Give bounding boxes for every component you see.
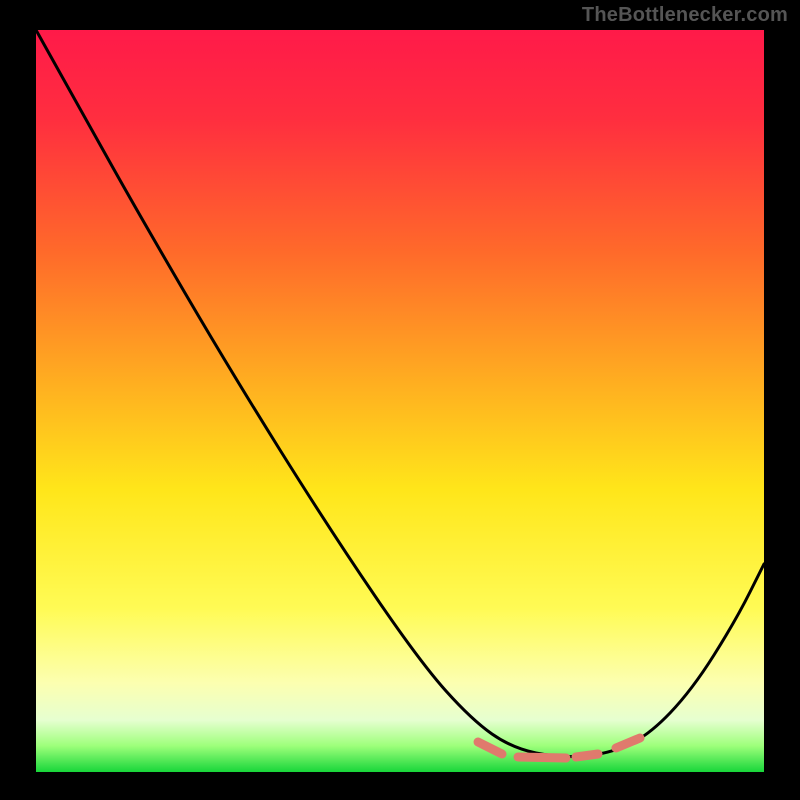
bottleneck-chart	[0, 0, 800, 800]
plot-background	[36, 30, 764, 772]
chart-stage: TheBottlenecker.com	[0, 0, 800, 800]
watermark-text: TheBottlenecker.com	[582, 4, 788, 27]
